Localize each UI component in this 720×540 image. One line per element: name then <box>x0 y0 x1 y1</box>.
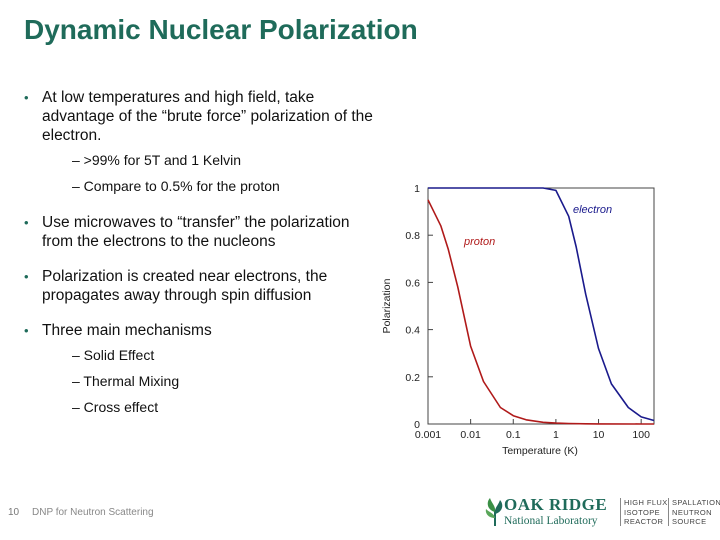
hfir-line: ISOTOPE <box>624 507 661 517</box>
bullet-text: At low temperatures and high field, take… <box>42 89 373 144</box>
series-line-electron <box>428 187 655 422</box>
logo-line2: National Laboratory <box>504 515 598 527</box>
polarization-chart: 0.001 0.01 0.1 1 10 100 0 0.2 0.4 0.6 0.8 1 Temper… <box>380 180 660 460</box>
bullet-text: Polarization is created near electrons, … <box>42 268 328 304</box>
y-axis-label: Polarization <box>381 278 393 333</box>
bullet-glyph: • <box>24 215 29 230</box>
slide-title: Dynamic Nuclear Polarization <box>24 14 418 45</box>
x-tick-label: 0.01 <box>460 429 481 441</box>
sns-line: SOURCE <box>672 517 707 526</box>
bullet-text: Three main mechanisms <box>42 322 212 339</box>
sns-line: NEUTRON <box>672 507 712 517</box>
sub-bullet-text: – Solid Effect <box>72 347 155 363</box>
bullet-item: • Use microwaves to “transfer” the polar… <box>22 213 382 251</box>
bullet-list: • At low temperatures and high field, ta… <box>22 88 382 424</box>
hfir-line: HIGH FLUX <box>624 498 668 507</box>
oak-ridge-logo: OAK RIDGE National Laboratory HIGH FLUX … <box>484 496 720 530</box>
sns-line: SPALLATION <box>672 498 720 507</box>
x-tick-label: 100 <box>632 429 650 441</box>
logo-wordmark: OAK RIDGE National Laboratory <box>504 496 616 528</box>
footer-text: DNP for Neutron Scattering <box>32 507 154 518</box>
bullet-glyph: • <box>24 269 29 284</box>
sub-bullet-text: – >99% for 5T and 1 Kelvin <box>72 152 242 168</box>
bullet-item: • At low temperatures and high field, ta… <box>22 88 382 145</box>
logo-line1: OAK RIDGE <box>504 495 608 514</box>
sub-bullet-item: – >99% for 5T and 1 Kelvin <box>22 151 382 169</box>
bullet-item: • Polarization is created near electrons… <box>22 267 382 305</box>
series-label-proton: proton <box>463 236 495 248</box>
sub-bullet-item: – Compare to 0.5% for the proton <box>22 177 382 195</box>
x-tick-label: 0.1 <box>506 429 521 441</box>
x-tick-label: 0.001 <box>415 429 441 441</box>
polarization-chart-svg: 0.001 0.01 0.1 1 10 100 0 0.2 0.4 0.6 0.8 1 Temper… <box>381 183 655 457</box>
x-axis-label: Temperature (K) <box>502 445 578 457</box>
sub-bullet-item: – Cross effect <box>22 398 382 416</box>
sub-bullet-text: – Cross effect <box>72 399 159 415</box>
page-number: 10 <box>8 507 20 518</box>
y-tick-label: 0.8 <box>405 230 420 242</box>
y-tick-label: 0 <box>414 419 420 431</box>
bullet-glyph: • <box>24 323 29 338</box>
x-tick-label: 10 <box>593 429 605 441</box>
sub-bullet-item: – Solid Effect <box>22 346 382 364</box>
x-tick-label: 1 <box>553 429 559 441</box>
sub-bullet-text: – Thermal Mixing <box>72 373 180 389</box>
hfir-line: REACTOR <box>624 517 664 526</box>
series-label-electron: electron <box>573 204 612 216</box>
bullet-glyph: • <box>24 90 29 105</box>
y-tick-label: 0.6 <box>405 277 420 289</box>
y-tick-label: 0.4 <box>405 325 420 337</box>
hfir-label: HIGH FLUX ISOTOPE REACTOR <box>624 498 668 527</box>
y-tick-label: 1 <box>414 183 420 195</box>
sub-bullet-item: – Thermal Mixing <box>22 372 382 390</box>
logo-divider <box>620 498 621 526</box>
sub-bullet-text: – Compare to 0.5% for the proton <box>72 178 280 194</box>
logo-divider <box>668 498 669 526</box>
bullet-text: Use microwaves to “transfer” the polariz… <box>42 214 350 250</box>
sns-label: SPALLATION NEUTRON SOURCE <box>672 498 720 527</box>
series-line-proton <box>427 199 654 425</box>
leaf-logo-icon <box>485 498 503 526</box>
y-tick-label: 0.2 <box>405 372 420 384</box>
bullet-item: • Three main mechanisms <box>22 321 382 340</box>
